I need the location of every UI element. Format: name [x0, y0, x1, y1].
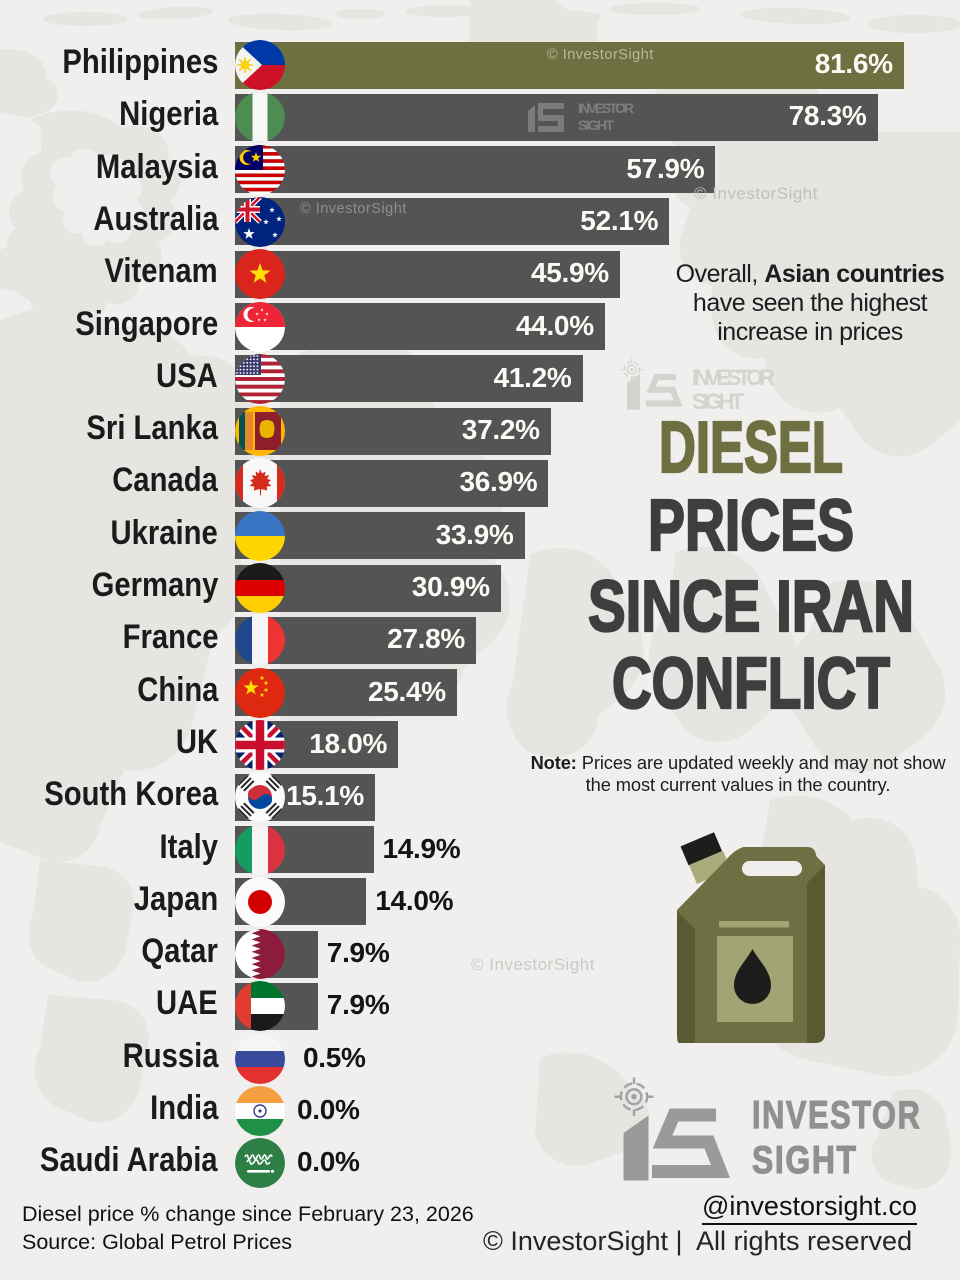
- svg-text:SIGHT: SIGHT: [578, 117, 614, 133]
- svg-text:SIGHT: SIGHT: [692, 389, 745, 414]
- svg-text:INVESTOR: INVESTOR: [578, 100, 634, 116]
- svg-text:INVESTOR: INVESTOR: [692, 365, 776, 390]
